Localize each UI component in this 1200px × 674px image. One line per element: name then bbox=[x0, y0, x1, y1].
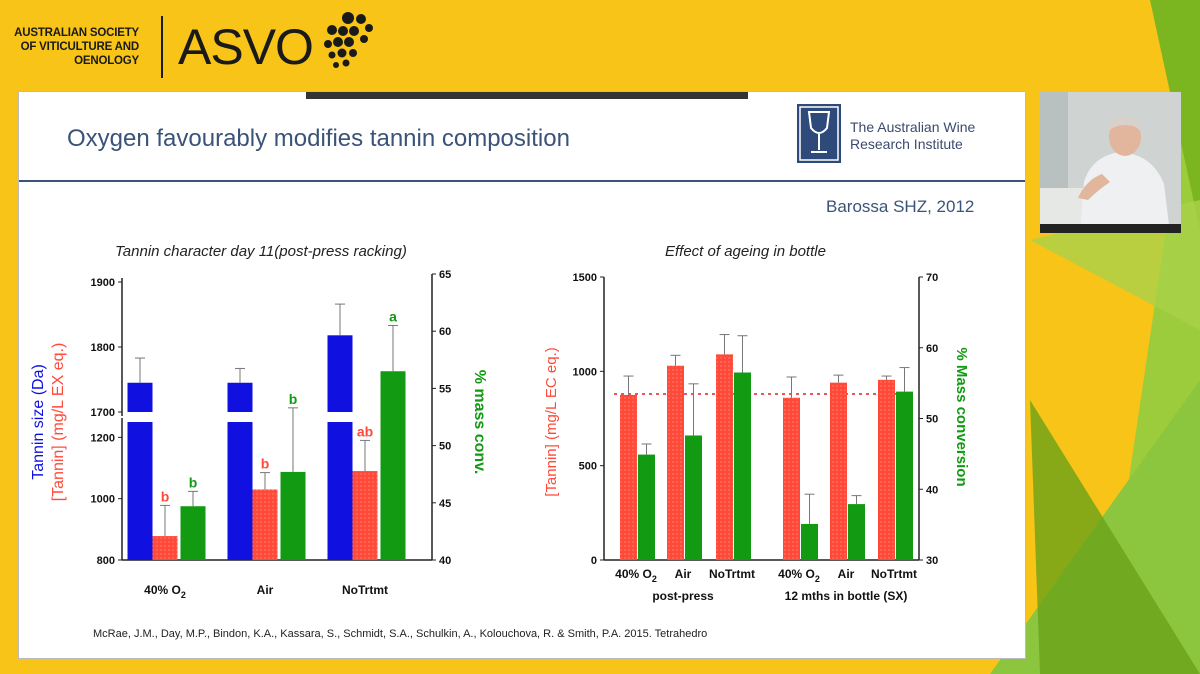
tannin-bar bbox=[252, 489, 278, 560]
chart-2-group-label: post-press bbox=[652, 589, 714, 603]
chart-1-tick-label: 800 bbox=[97, 555, 115, 567]
org-name-line: OENOLOGY bbox=[74, 55, 139, 67]
tannin-bar bbox=[878, 379, 895, 560]
tannin-bar bbox=[783, 397, 800, 560]
chart-2-tick-label: 500 bbox=[579, 461, 597, 473]
chart-1-tick-label: 1000 bbox=[91, 494, 115, 506]
chart-2-category-label: 40% O2 bbox=[778, 567, 820, 584]
chart-1-tick-label: 1900 bbox=[91, 277, 115, 289]
chart-2-tick-label: 50 bbox=[926, 414, 938, 426]
chart-2-group-label: 12 mths in bottle (SX) bbox=[785, 589, 908, 603]
significance-letter: ab bbox=[357, 423, 373, 439]
tannin-bar bbox=[667, 365, 684, 560]
chart-1-tick-label: 50 bbox=[439, 441, 451, 453]
chart-1-tick-label: 55 bbox=[439, 383, 451, 395]
size-bar bbox=[127, 382, 153, 412]
logo-divider bbox=[161, 16, 163, 78]
chart-2-right-label: % Mass conversion bbox=[953, 347, 970, 486]
tannin-bar bbox=[352, 471, 378, 560]
chart-2-tick-label: 30 bbox=[926, 555, 938, 567]
chart-2-left-label: [Tannin] (mg/L EC eq.) bbox=[543, 347, 560, 497]
tannin-bar bbox=[830, 382, 847, 560]
chart-2-category-label: NoTrtmt bbox=[709, 567, 755, 581]
speaker-webcam bbox=[1040, 92, 1181, 233]
slide-title: Oxygen favourably modifies tannin compos… bbox=[67, 125, 570, 152]
chart-1-left-label-size: Tannin size (Da) bbox=[30, 364, 47, 480]
significance-letter: b bbox=[189, 474, 198, 490]
chart-2-tick-label: 1500 bbox=[573, 272, 597, 284]
chart-1-tick-label: 1700 bbox=[91, 407, 115, 419]
awri-name-line: The Australian Wine bbox=[850, 119, 976, 135]
size-bar bbox=[327, 335, 353, 412]
chart-2-tick-label: 40 bbox=[926, 484, 938, 496]
mass-conv-bar bbox=[896, 391, 913, 560]
chart-1-category-label: 40% O2 bbox=[144, 583, 186, 600]
chart-2-tick-label: 0 bbox=[591, 555, 597, 567]
grape-bunch-icon bbox=[324, 12, 373, 68]
org-name-line: OF VITICULTURE AND bbox=[20, 41, 140, 53]
chart-2-category-label: 40% O2 bbox=[615, 567, 657, 584]
significance-letter: b bbox=[161, 488, 170, 504]
chart-1-tick-label: 1800 bbox=[91, 342, 115, 354]
chart-1-tick-label: 45 bbox=[439, 498, 451, 510]
size-bar bbox=[327, 422, 353, 560]
awri-name: The Australian Wine Research Institute bbox=[850, 119, 975, 153]
size-bar bbox=[127, 422, 153, 560]
chart-1-category-label: NoTrtmt bbox=[342, 583, 388, 597]
chart-1-category-label: Air bbox=[257, 583, 274, 597]
chart-2-category-label: Air bbox=[675, 567, 692, 581]
mass-conv-bar bbox=[801, 523, 818, 560]
chart-1-tick-label: 40 bbox=[439, 555, 451, 567]
presentation-slide: Oxygen favourably modifies tannin compos… bbox=[18, 91, 1026, 659]
chart-1-tick-label: 1200 bbox=[91, 432, 115, 444]
mass-conv-bar bbox=[180, 506, 206, 560]
tannin-bar bbox=[152, 536, 178, 560]
size-bar bbox=[227, 382, 253, 412]
citation: McRae, J.M., Day, M.P., Bindon, K.A., Ka… bbox=[93, 628, 708, 640]
chart-2-tick-label: 1000 bbox=[573, 366, 597, 378]
chart-1-left-label-tannin: [Tannin] (mg/L EX eq.) bbox=[50, 343, 67, 502]
chart-2-category-label: NoTrtmt bbox=[871, 567, 917, 581]
significance-letter: b bbox=[261, 456, 270, 472]
chart-1-right-label: % mass conv. bbox=[471, 370, 488, 475]
title-divider bbox=[19, 180, 1025, 182]
mass-conv-bar bbox=[848, 504, 865, 560]
awri-name-line: Research Institute bbox=[850, 136, 963, 152]
tannin-bar bbox=[620, 394, 637, 560]
significance-letter: a bbox=[389, 308, 397, 324]
chart-2-tick-label: 60 bbox=[926, 343, 938, 355]
org-name-line: AUSTRALIAN SOCIETY bbox=[14, 27, 139, 39]
mass-conv-bar bbox=[280, 471, 306, 560]
size-bar bbox=[227, 422, 253, 560]
wine-glass-logo-icon bbox=[797, 104, 841, 163]
mass-conv-bar bbox=[380, 371, 406, 560]
mass-conv-bar bbox=[685, 435, 702, 560]
org-name: AUSTRALIAN SOCIETY OF VITICULTURE AND OE… bbox=[14, 26, 139, 68]
chart-1-tick-label: 60 bbox=[439, 326, 451, 338]
chart-2-tick-label: 70 bbox=[926, 272, 938, 284]
significance-letter: b bbox=[289, 391, 298, 407]
chart-1-title: Tannin character day 11(post-press racki… bbox=[115, 243, 407, 260]
mass-conv-bar bbox=[734, 372, 751, 560]
chart-2-title: Effect of ageing in bottle bbox=[665, 243, 826, 260]
chart-2-category-label: Air bbox=[838, 567, 855, 581]
chart-1-tick-label: 65 bbox=[439, 269, 451, 281]
tannin-bar bbox=[716, 354, 733, 560]
charts-canvas: 1700 1800 1900 800 1000 1200 40 45 50 55 60 65 b b 40%… bbox=[30, 269, 970, 603]
slide-subtitle: Barossa SHZ, 2012 bbox=[826, 197, 975, 216]
slide-top-bar bbox=[306, 92, 748, 99]
asvo-logo: ASVO bbox=[178, 19, 314, 75]
mass-conv-bar bbox=[638, 454, 655, 560]
